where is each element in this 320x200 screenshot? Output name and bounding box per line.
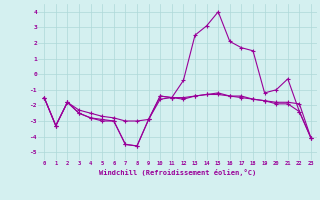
X-axis label: Windchill (Refroidissement éolien,°C): Windchill (Refroidissement éolien,°C) — [99, 169, 256, 176]
